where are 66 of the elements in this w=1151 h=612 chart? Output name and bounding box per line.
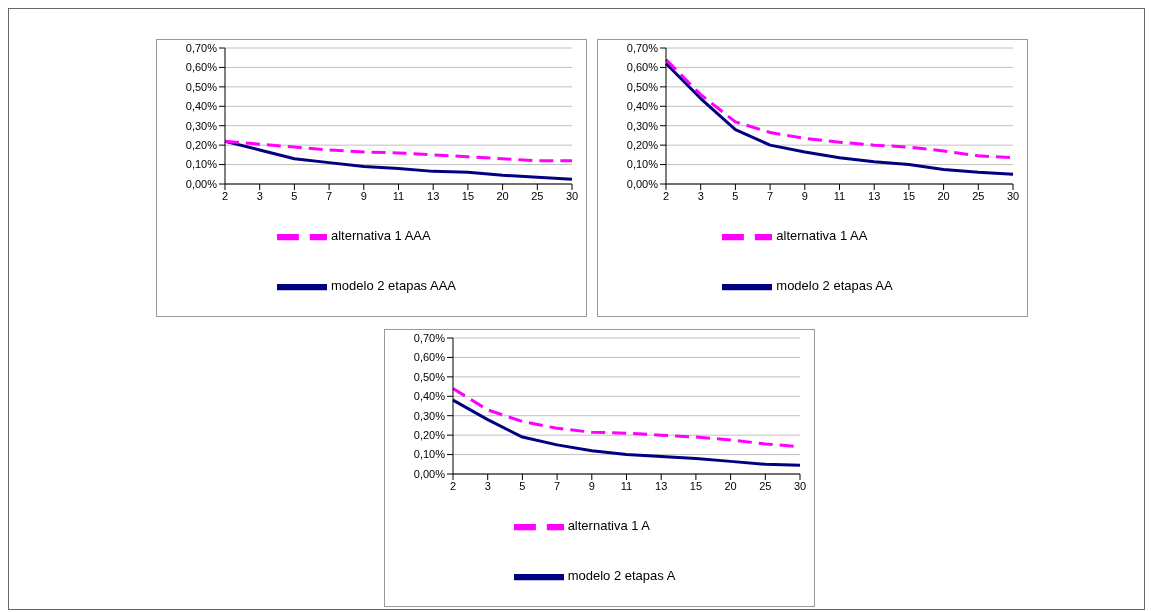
y-tick-label: 0,60% [413, 351, 446, 364]
x-tick-label: 2 [449, 479, 457, 492]
y-tick-label: 0,00% [185, 177, 218, 190]
y-tick-label: 0,50% [626, 80, 659, 93]
y-tick-label: 0,20% [185, 139, 218, 152]
x-tick-label: 25 [972, 189, 985, 202]
y-tick-label: 0,40% [185, 100, 218, 113]
y-tick-label: 0,00% [626, 177, 659, 190]
x-tick-label: 13 [655, 479, 668, 492]
legend-label: alternativa 1 AAA [330, 228, 431, 244]
x-tick-label: 30 [565, 189, 579, 202]
x-tick-label: 11 [833, 189, 846, 202]
x-tick-label: 30 [1006, 189, 1020, 202]
y-tick-label: 0,00% [413, 467, 446, 480]
x-tick-label: 25 [531, 189, 544, 202]
y-tick-label: 0,10% [413, 448, 446, 461]
line-series [451, 398, 802, 467]
y-tick-label: 0,60% [626, 61, 659, 74]
legend-label: alternativa 1 A [567, 518, 651, 534]
x-tick-label: 3 [256, 189, 263, 202]
y-tick-label: 0,20% [626, 139, 659, 152]
line-series [223, 139, 574, 163]
x-tick-label: 15 [461, 189, 475, 202]
x-tick-label: 2 [221, 189, 229, 202]
x-tick-label: 20 [724, 479, 737, 492]
x-tick-label: 25 [759, 479, 772, 492]
legend-label: modelo 2 etapas A [567, 568, 676, 584]
x-tick-label: 20 [496, 189, 509, 202]
x-tick-label: 5 [732, 189, 739, 202]
x-tick-label: 15 [689, 479, 703, 492]
y-tick-label: 0,10% [626, 158, 659, 171]
x-tick-label: 5 [519, 479, 526, 492]
y-tick-label: 0,20% [413, 429, 446, 442]
x-tick-label: 5 [291, 189, 298, 202]
y-tick-label: 0,30% [413, 409, 446, 422]
x-tick-label: 7 [767, 189, 774, 202]
x-tick-label: 3 [697, 189, 704, 202]
y-tick-label: 0,10% [185, 158, 218, 171]
x-tick-label: 2 [662, 189, 670, 202]
y-tick-label: 0,40% [413, 390, 446, 403]
y-tick-label: 0,50% [185, 80, 218, 93]
x-tick-label: 13 [868, 189, 881, 202]
line-series [664, 62, 1015, 176]
x-tick-label: 9 [588, 479, 595, 492]
x-tick-label: 13 [427, 189, 440, 202]
x-tick-label: 15 [902, 189, 916, 202]
x-tick-label: 30 [793, 479, 807, 492]
x-tick-label: 7 [326, 189, 333, 202]
x-tick-label: 9 [360, 189, 367, 202]
y-tick-label: 0,70% [626, 41, 659, 54]
legend-label: modelo 2 etapas AAA [330, 278, 457, 294]
y-tick-label: 0,50% [413, 370, 446, 383]
legend-label: alternativa 1 AA [776, 228, 868, 244]
x-tick-label: 7 [554, 479, 561, 492]
y-tick-label: 0,30% [626, 119, 659, 132]
x-tick-label: 11 [620, 479, 633, 492]
x-tick-label: 3 [484, 479, 491, 492]
x-tick-label: 11 [392, 189, 405, 202]
x-tick-label: 9 [801, 189, 808, 202]
x-tick-label: 20 [937, 189, 950, 202]
legend-label: modelo 2 etapas AA [776, 278, 893, 294]
y-tick-label: 0,70% [185, 41, 218, 54]
y-tick-label: 0,40% [626, 100, 659, 113]
y-tick-label: 0,70% [413, 331, 446, 344]
y-tick-label: 0,30% [185, 119, 218, 132]
y-tick-label: 0,60% [185, 61, 218, 74]
